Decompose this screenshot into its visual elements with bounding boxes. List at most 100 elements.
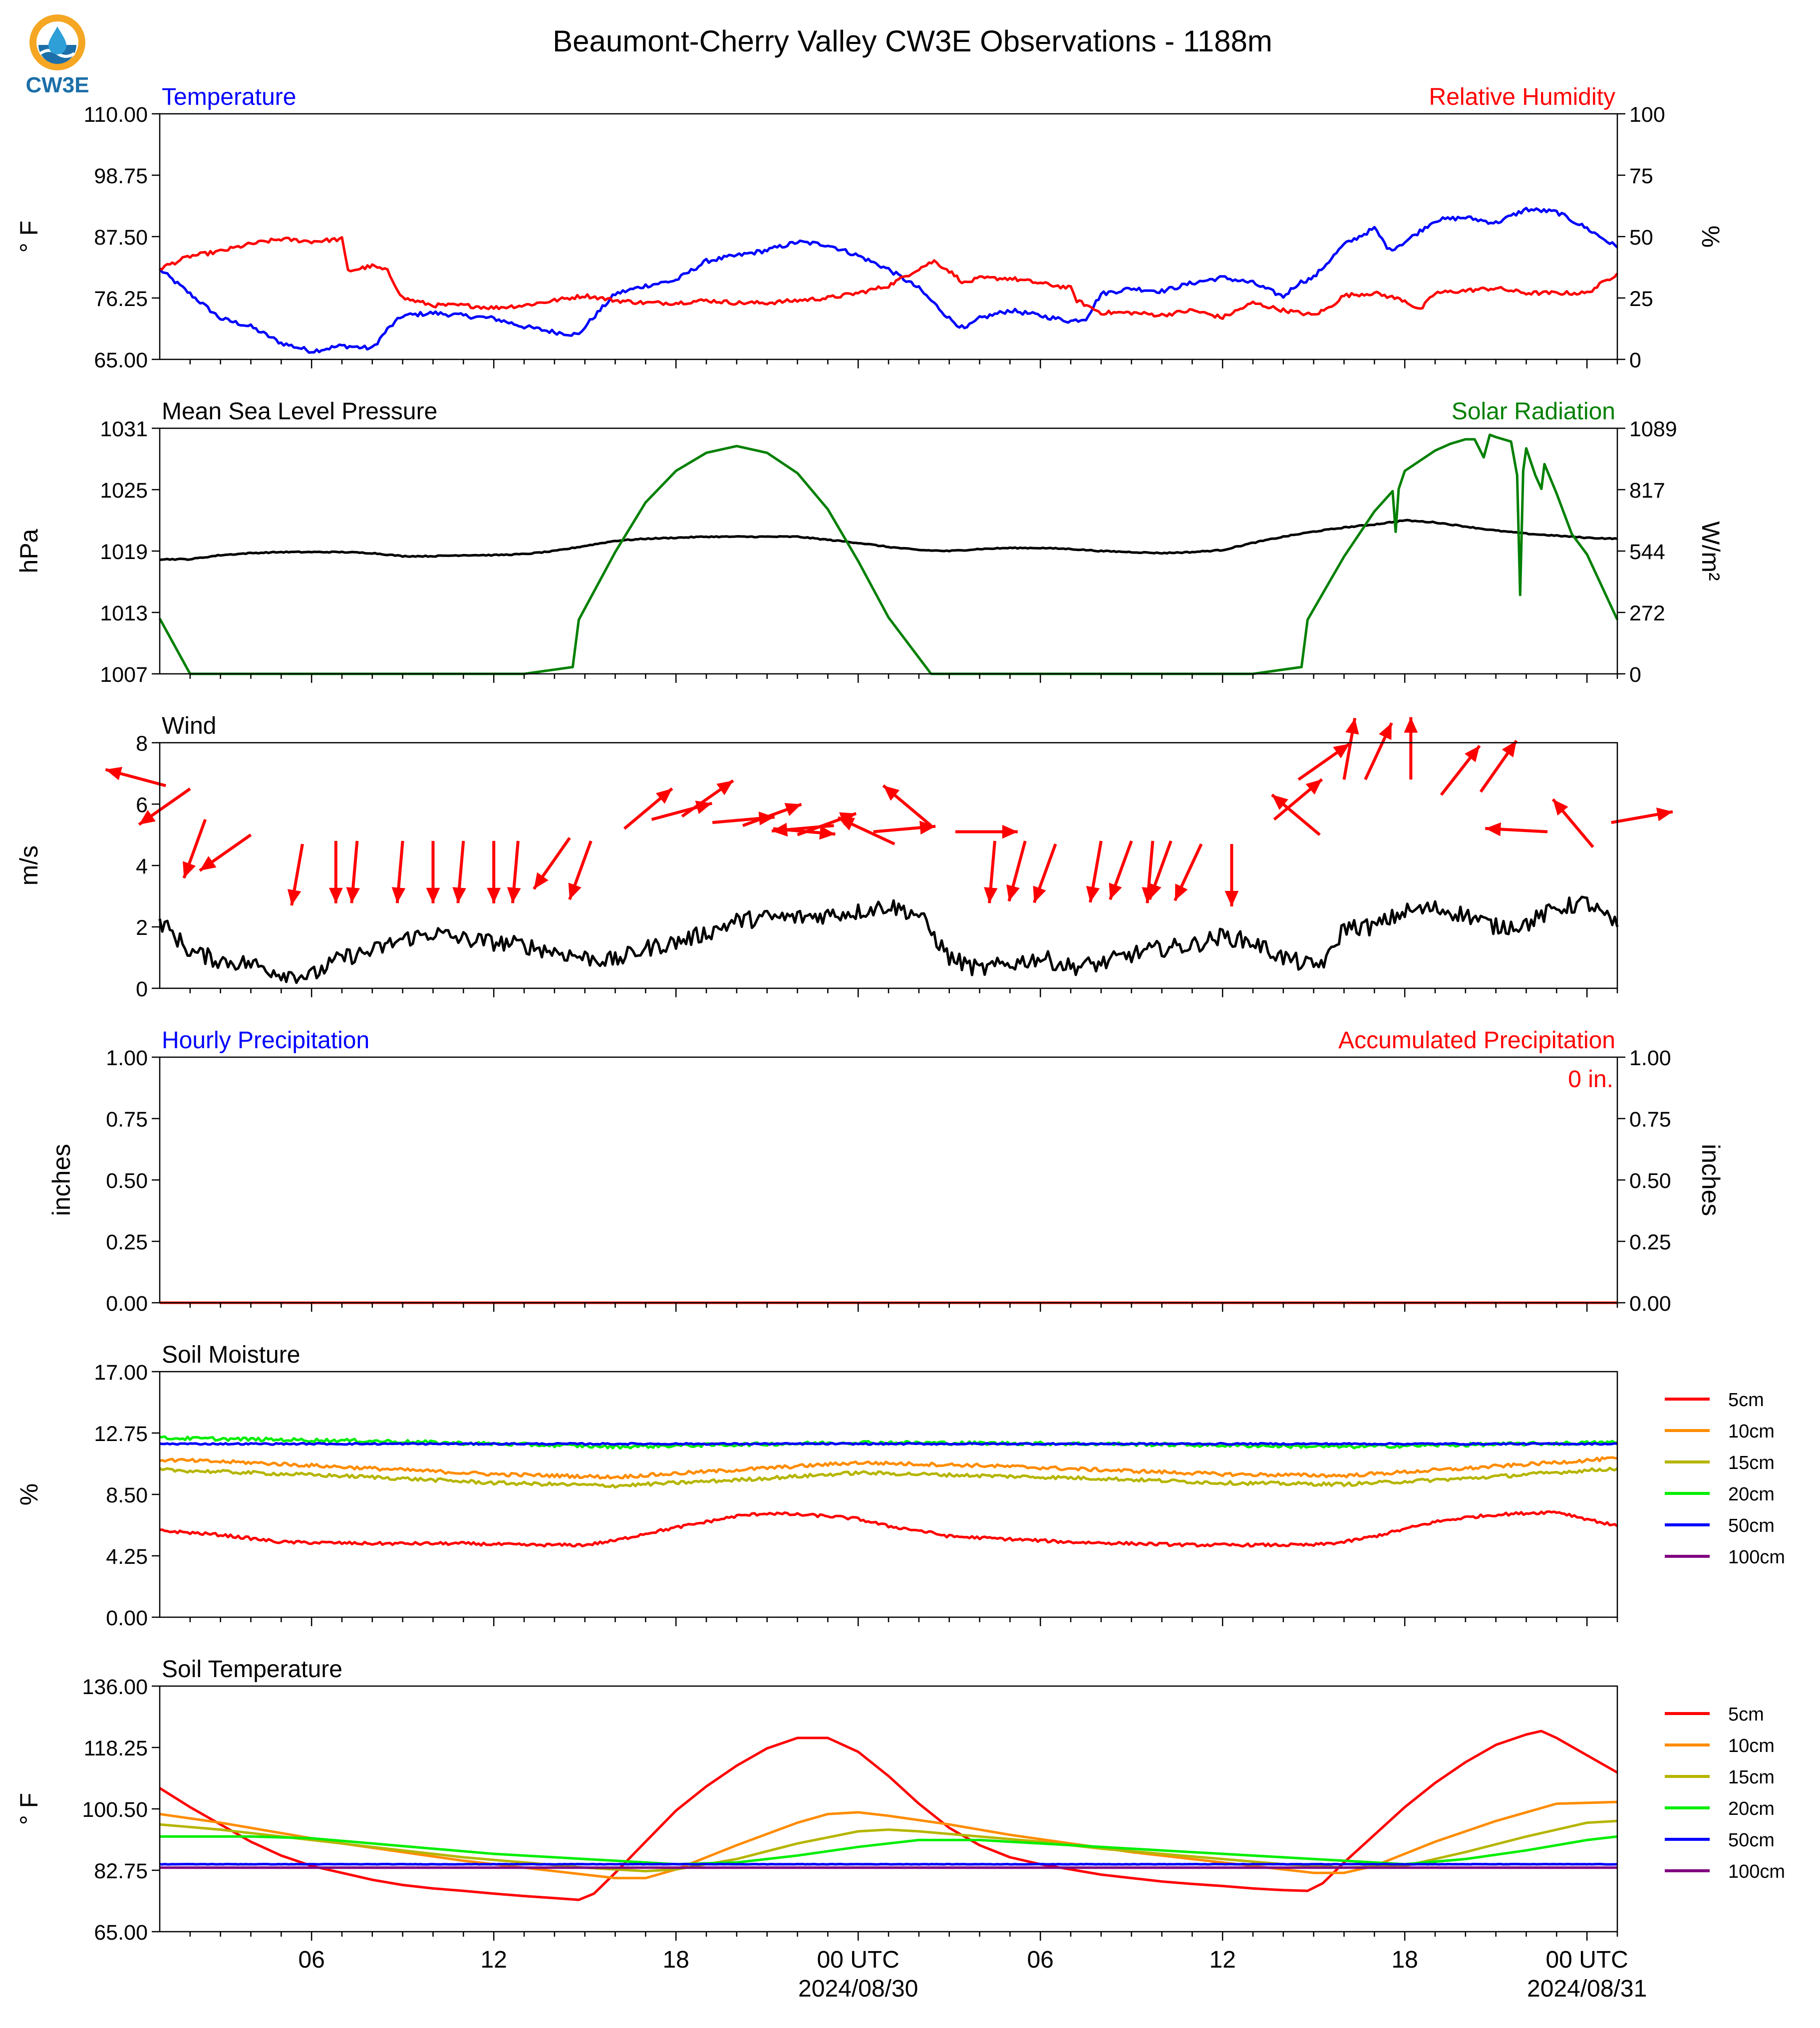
wind-arrow-head xyxy=(983,887,998,903)
wind-arrow-head xyxy=(200,856,217,871)
wind-arrow xyxy=(1109,840,1133,900)
y-right-tick-label: 272 xyxy=(1629,601,1665,625)
x-tick-label: 12 xyxy=(1209,1947,1235,1973)
wind-arrow xyxy=(487,841,501,903)
wind-arrow xyxy=(105,767,166,787)
x-date-label: 2024/08/31 xyxy=(1527,1976,1647,2002)
wind-arrow-head xyxy=(883,785,900,801)
wind-arrow xyxy=(1148,840,1173,900)
y-tick-label: 100.50 xyxy=(82,1798,148,1822)
wind-arrow xyxy=(1006,841,1027,902)
wind-arrow xyxy=(983,841,998,903)
wind-arrow-head xyxy=(1224,890,1239,906)
panel-title-left: Temperature xyxy=(162,84,296,110)
wind-arrow xyxy=(182,819,207,879)
y-tick-label: 8.50 xyxy=(106,1483,148,1507)
y-right-tick-label: 0.50 xyxy=(1629,1169,1671,1193)
y-tick-label: 136.00 xyxy=(82,1675,148,1699)
y-tick-label: 4 xyxy=(136,855,148,878)
legend-item: 100cm xyxy=(1665,1861,1785,1882)
wind-arrow-head xyxy=(183,861,196,878)
wind-arrow-head xyxy=(1002,825,1018,839)
x-tick-label: 06 xyxy=(1027,1947,1053,1973)
wind-arrow xyxy=(837,816,896,846)
panel-pressure_solar: 1007 1013 1019 1025 1031 0 272 544 817 1089 Mean S… xyxy=(15,398,1725,687)
x-tick-label: 06 xyxy=(298,1947,324,1973)
y-tick-label: 4.25 xyxy=(106,1545,148,1569)
y-axis-label: hPa xyxy=(15,529,43,573)
legend-item: 50cm xyxy=(1665,1830,1775,1851)
y-tick-label: 0.25 xyxy=(106,1230,148,1254)
wind-arrow-head xyxy=(1404,717,1418,733)
panel-precip: 0.00 0.25 0.50 0.75 1.00 0.00 0.25 0.50 0.75 1.00… xyxy=(47,1027,1725,1316)
y-tick-label: 98.75 xyxy=(94,164,148,188)
legend-item: 15cm xyxy=(1665,1767,1775,1788)
y-right-tick-label: 75 xyxy=(1629,164,1653,188)
wind-arrow-head xyxy=(534,872,549,889)
series-line-10cm xyxy=(159,1800,1618,1880)
y-axis-label: inches xyxy=(47,1144,75,1216)
series-line-15cm xyxy=(159,1466,1618,1489)
wind-arrow-head xyxy=(1379,723,1392,740)
wind-arrow-head xyxy=(452,887,466,903)
wind-arrow xyxy=(623,787,673,830)
wind-arrow-head xyxy=(1148,882,1162,900)
legend-label: 5cm xyxy=(1728,1704,1764,1725)
y-right-axis-label: % xyxy=(1697,226,1725,248)
y-right-axis-label: inches xyxy=(1697,1144,1725,1216)
y-tick-label: 8 xyxy=(136,732,148,756)
wind-arrow-head xyxy=(426,887,440,903)
series-line-relative-humidity xyxy=(159,236,1618,320)
wind-arrow-head xyxy=(346,887,360,903)
y-right-tick-label: 0.00 xyxy=(1629,1292,1671,1316)
y-tick-label: 0 xyxy=(136,977,148,1001)
wind-arrow xyxy=(391,841,406,903)
y-tick-label: 0.50 xyxy=(106,1169,148,1193)
wind-arrow-head xyxy=(1175,883,1188,901)
y-tick-label: 118.25 xyxy=(84,1737,148,1760)
wind-arrow xyxy=(1551,798,1594,849)
wind-arrow-head xyxy=(1086,885,1100,902)
precip-total-annotation: 0 in. xyxy=(1568,1066,1613,1093)
wind-arrow-head xyxy=(771,823,788,837)
wind-arrow-head xyxy=(1033,885,1046,903)
x-tick-label: 18 xyxy=(1391,1947,1418,1973)
x-date-label: 2024/08/30 xyxy=(798,1976,918,2002)
wind-arrow-head xyxy=(838,818,855,831)
y-tick-label: 1013 xyxy=(100,601,148,625)
wind-arrow xyxy=(199,834,252,872)
wind-arrow xyxy=(568,840,593,900)
wind-arrow xyxy=(346,841,360,903)
y-tick-label: 65.00 xyxy=(94,348,148,372)
y-right-tick-label: 0.75 xyxy=(1629,1108,1671,1132)
series-line-5cm xyxy=(159,1730,1618,1901)
wind-arrow xyxy=(771,823,834,837)
y-right-axis-label: W/m² xyxy=(1697,521,1725,580)
y-tick-label: 87.50 xyxy=(94,226,148,250)
legend-label: 50cm xyxy=(1728,1830,1775,1851)
y-tick-label: 1019 xyxy=(100,540,148,564)
legend-item: 10cm xyxy=(1665,1421,1775,1442)
y-tick-label: 1007 xyxy=(100,663,148,687)
wind-arrow xyxy=(1174,843,1203,901)
wind-arrow xyxy=(1479,740,1518,793)
y-axis-label: ° F xyxy=(15,1793,43,1825)
panel-title-left: Hourly Precipitation xyxy=(162,1027,369,1054)
y-right-tick-label: 25 xyxy=(1629,287,1653,311)
legend-item: 10cm xyxy=(1665,1736,1775,1756)
panel-title-left: Soil Moisture xyxy=(162,1342,300,1368)
y-tick-label: 6 xyxy=(136,793,148,817)
wind-arrow xyxy=(287,844,304,906)
legend-label: 15cm xyxy=(1728,1452,1775,1473)
panel-soil_temp: 65.00 82.75 100.50 118.25 136.00 Soil Tempera… xyxy=(15,1656,1785,2002)
wind-arrow xyxy=(1033,843,1057,903)
panel-title-left: Mean Sea Level Pressure xyxy=(162,398,437,425)
y-right-tick-label: 0 xyxy=(1629,663,1641,687)
legend-item: 15cm xyxy=(1665,1452,1775,1473)
wind-arrow-head xyxy=(568,882,582,900)
wind-arrow-head xyxy=(784,803,802,816)
figure-title: Beaumont-Cherry Valley CW3E Observations… xyxy=(553,24,1272,58)
y-tick-label: 0.00 xyxy=(106,1292,148,1316)
wind-arrow xyxy=(507,841,521,903)
wind-arrow xyxy=(1086,841,1103,903)
